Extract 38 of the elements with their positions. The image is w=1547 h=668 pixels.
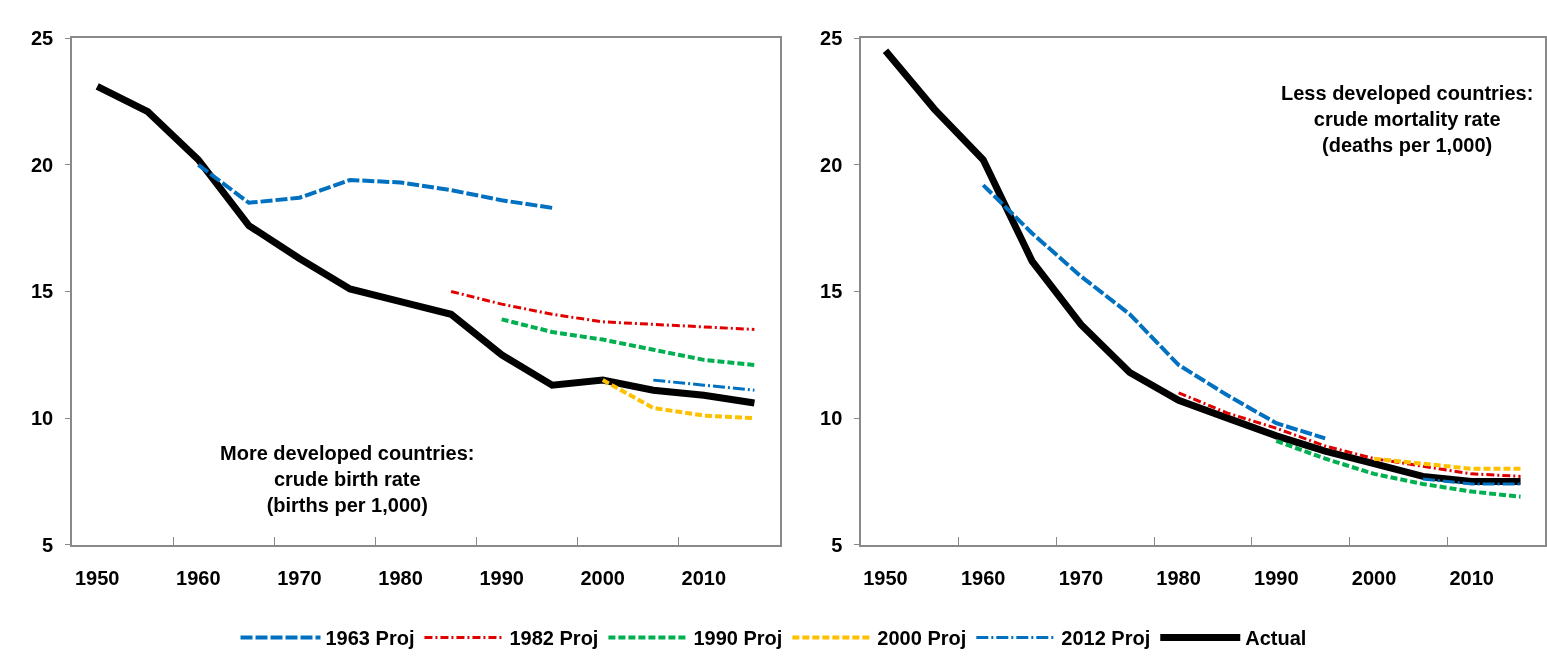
- x-tick-label: 1980: [1156, 566, 1201, 589]
- x-tick-label: 1960: [176, 566, 221, 589]
- line-series: [499, 317, 757, 367]
- legend-label: 2012 Proj: [1061, 627, 1151, 650]
- y-tick-label: 15: [820, 280, 843, 303]
- y-tick-label: 10: [820, 407, 843, 430]
- x-tick-label: 1960: [960, 566, 1006, 589]
- x-tick-label: 2010: [681, 566, 727, 589]
- y-tick-label: 5: [831, 533, 843, 556]
- x-tick-label: 1980: [378, 566, 423, 589]
- x-tick-label: 1970: [277, 566, 322, 589]
- line-series: [196, 162, 555, 210]
- line-series: [449, 289, 756, 331]
- y-tick-label: 25: [820, 27, 843, 50]
- line-series: [1177, 391, 1523, 478]
- y-tick-label: 20: [820, 153, 843, 176]
- annotation: More developed countries: crude birth rate (births per 1,000): [220, 442, 475, 516]
- y-tick-label: 5: [42, 533, 54, 556]
- y-tick-label: 15: [30, 280, 54, 303]
- legend-label: 1963 Proj: [325, 627, 415, 650]
- x-tick-label: 1950: [863, 566, 908, 589]
- x-tick-label: 2000: [1351, 566, 1397, 589]
- x-tick-label: 1990: [1254, 566, 1299, 589]
- x-tick-label: 2010: [1449, 566, 1494, 589]
- x-tick-label: 1970: [1058, 566, 1104, 589]
- legend-label: 1990 Proj: [693, 627, 783, 650]
- y-tick-label: 20: [30, 153, 54, 176]
- legend-label: Actual: [1245, 627, 1307, 650]
- y-tick-label: 25: [30, 27, 54, 50]
- y-tick-label: 10: [30, 407, 54, 430]
- x-tick-label: 1950: [74, 566, 120, 589]
- legend-label: 2000 Proj: [877, 627, 967, 650]
- x-tick-label: 2000: [580, 566, 625, 589]
- annotation: Less developed countries: crude mortality rate (deaths per 1,000): [1281, 82, 1534, 156]
- line-series: [981, 183, 1328, 441]
- x-tick-label: 1990: [479, 566, 524, 589]
- legend-label: 1982 Proj: [509, 627, 599, 650]
- line-series: [1274, 438, 1523, 499]
